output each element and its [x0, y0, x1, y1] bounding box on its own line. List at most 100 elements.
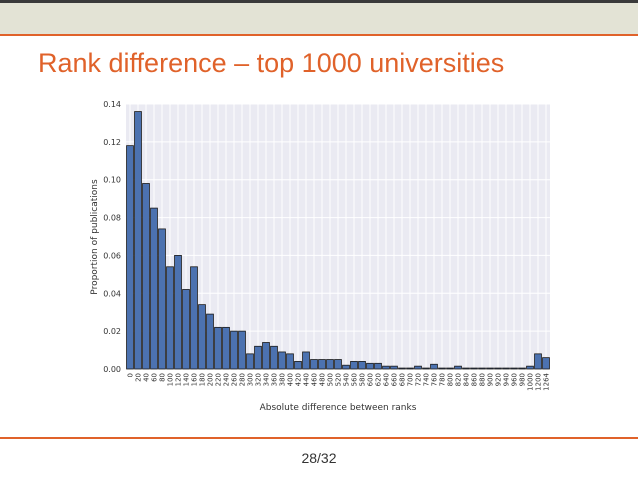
x-tick-label: 780 — [439, 373, 447, 386]
bar-640 — [382, 365, 390, 370]
bar-620 — [374, 362, 382, 370]
bar-840 — [462, 367, 470, 370]
page-number: 28/32 — [301, 450, 337, 466]
bar-580 — [358, 361, 366, 370]
y-axis-label: Proportion of publications — [90, 179, 100, 295]
x-tick-label: 140 — [183, 373, 191, 386]
x-tick-label: 900 — [487, 373, 495, 386]
x-tick-label: 880 — [479, 373, 487, 386]
bar-940 — [502, 367, 510, 370]
x-tick-label: 1000 — [527, 373, 535, 391]
x-tick-label: 680 — [399, 373, 407, 386]
x-tick-label: 980 — [519, 373, 527, 386]
bar-120 — [174, 255, 182, 370]
bar-1200 — [534, 353, 542, 370]
bar-260 — [230, 330, 238, 370]
bar-520 — [334, 359, 342, 370]
bar-820 — [454, 365, 462, 370]
x-tick-label: 1200 — [535, 373, 543, 391]
bar-180 — [198, 304, 206, 370]
y-tick-label: 0.02 — [103, 327, 121, 336]
bar-660 — [390, 365, 398, 370]
title-divider — [0, 34, 638, 36]
bar-540 — [342, 364, 350, 370]
x-tick-labels: 0 20 40 60 80 100 120 140 160 180 200 220 240 260 280 3… — [127, 372, 551, 390]
x-tick-label: 500 — [327, 373, 335, 386]
x-tick-label: 300 — [247, 373, 255, 386]
bar-920 — [494, 367, 502, 370]
bar-40 — [142, 183, 150, 370]
bar-140 — [182, 289, 190, 370]
x-tick-label: 760 — [431, 373, 439, 386]
x-tick-label: 220 — [215, 373, 223, 386]
bar-360 — [270, 345, 278, 370]
x-tick-label: 620 — [375, 373, 383, 386]
x-tick-label: 60 — [151, 373, 159, 382]
bar-500 — [326, 359, 334, 370]
bar-400 — [286, 353, 294, 370]
bar-700 — [406, 367, 414, 370]
y-tick-labels: 0.00 0.02 0.04 0.06 0.08 0.10 0.12 0.14 — [103, 100, 121, 374]
grid-lines — [126, 103, 550, 370]
bar-60 — [150, 207, 158, 370]
x-tick-label: 860 — [471, 373, 479, 386]
y-tick-label: 0.08 — [103, 214, 121, 223]
bar-740 — [422, 367, 430, 370]
bar-720 — [414, 365, 422, 370]
x-tick-label: 120 — [175, 373, 183, 386]
slide-title: Rank difference – top 1000 universities — [38, 48, 505, 78]
bar-300 — [246, 353, 254, 370]
x-tick-label: 560 — [351, 373, 359, 386]
y-tick-label: 0.12 — [103, 138, 121, 147]
bar-220 — [214, 326, 222, 370]
x-tick-label: 520 — [335, 373, 343, 386]
bar-380 — [278, 351, 286, 370]
x-tick-label: 160 — [191, 373, 199, 386]
bar-160 — [190, 266, 198, 370]
bar-80 — [158, 228, 166, 370]
bar-320 — [254, 345, 262, 370]
x-tick-label: 40 — [143, 373, 151, 382]
x-tick-label: 420 — [295, 373, 303, 386]
x-tick-label: 600 — [367, 373, 375, 386]
bar-900 — [486, 367, 494, 370]
bar-880 — [478, 367, 486, 370]
bar-980 — [518, 367, 526, 370]
x-tick-label: 800 — [447, 373, 455, 386]
x-tick-label: 380 — [279, 373, 287, 386]
x-tick-label: 740 — [423, 373, 431, 386]
y-tick-label: 0.06 — [103, 251, 121, 260]
x-tick-label: 200 — [207, 373, 215, 386]
bar-280 — [238, 330, 246, 370]
bar-860 — [470, 367, 478, 370]
x-tick-label: 0 — [127, 373, 135, 377]
bar-780 — [438, 367, 446, 370]
x-tick-label: 80 — [159, 373, 167, 382]
bar-0 — [126, 145, 134, 370]
x-tick-label: 180 — [199, 373, 207, 386]
bar-440 — [302, 351, 310, 370]
x-tick-label: 580 — [359, 373, 367, 386]
x-tick-label: 640 — [383, 373, 391, 386]
bar-960 — [510, 367, 518, 370]
x-tick-label: 820 — [455, 373, 463, 386]
x-tick-label: 840 — [463, 373, 471, 386]
x-tick-label: 20 — [135, 373, 143, 382]
y-tick-label: 0.04 — [103, 289, 121, 298]
bar-760 — [430, 363, 438, 370]
bar-680 — [398, 367, 406, 370]
slide-top-bar — [0, 0, 638, 34]
x-tick-label: 440 — [303, 373, 311, 386]
bar-1264 — [542, 357, 550, 370]
x-tick-label: 400 — [287, 373, 295, 386]
x-tick-label: 660 — [391, 373, 399, 386]
bar-340 — [262, 342, 270, 370]
x-tick-label: 960 — [511, 373, 519, 386]
x-tick-label: 1264 — [543, 372, 551, 390]
x-tick-label: 280 — [239, 373, 247, 386]
x-tick-label: 700 — [407, 373, 415, 386]
y-tick-label: 0.10 — [103, 176, 121, 185]
bar-600 — [366, 362, 374, 370]
footer-divider — [0, 437, 638, 439]
